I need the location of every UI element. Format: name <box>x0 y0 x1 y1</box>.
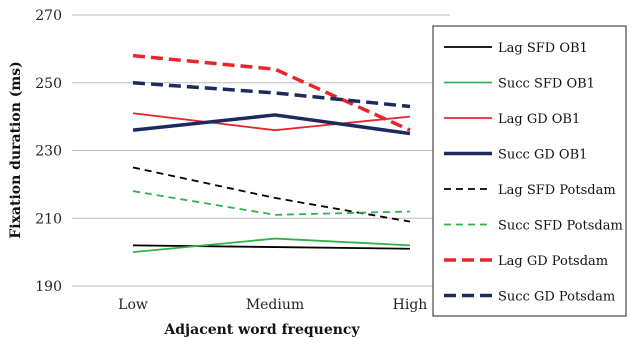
legend-entry: Lag GD Potsdam <box>498 254 608 269</box>
series-line-8 <box>132 81 411 109</box>
legend-entry: Lag GD OB1 <box>498 112 580 127</box>
series-line-6 <box>132 190 411 216</box>
series-line-5 <box>132 166 411 223</box>
series-line-3 <box>132 112 411 132</box>
legend-entry: Lag SFD OB1 <box>498 41 588 56</box>
series-line-1 <box>132 244 411 250</box>
y-tick-label: 210 <box>35 211 62 227</box>
y-tick-label: 270 <box>35 8 62 24</box>
x-tick-label: High <box>393 297 428 313</box>
legend-entry: Succ GD Potsdam <box>498 290 615 305</box>
series-line-4 <box>132 113 411 136</box>
x-tick-label: Medium <box>246 297 304 313</box>
y-tick-label: 250 <box>35 76 62 92</box>
y-axis-title: Fixation duration (ms) <box>8 61 24 238</box>
legend-entry: Succ SFD Potsdam <box>498 219 623 234</box>
x-tick-labels: Low Medium High <box>118 297 427 313</box>
series-line-7 <box>132 53 411 132</box>
legend-entry: Lag SFD Potsdam <box>498 183 616 198</box>
legend: Lag SFD OB1 Succ SFD OB1 Lag GD OB1 Succ GD… <box>432 25 627 317</box>
x-axis-title: Adjacent word frequency <box>163 322 360 338</box>
y-tick-label: 190 <box>35 279 62 295</box>
legend-entry: Succ GD OB1 <box>498 148 587 163</box>
x-tick-label: Low <box>118 297 148 313</box>
legend-entry: Succ SFD OB1 <box>498 77 595 92</box>
series-lines <box>132 53 411 254</box>
y-tick-labels: 190 210 230 250 270 <box>35 8 62 295</box>
series-line-2 <box>132 237 411 254</box>
y-tick-label: 230 <box>35 144 62 160</box>
legend-box <box>432 25 627 317</box>
